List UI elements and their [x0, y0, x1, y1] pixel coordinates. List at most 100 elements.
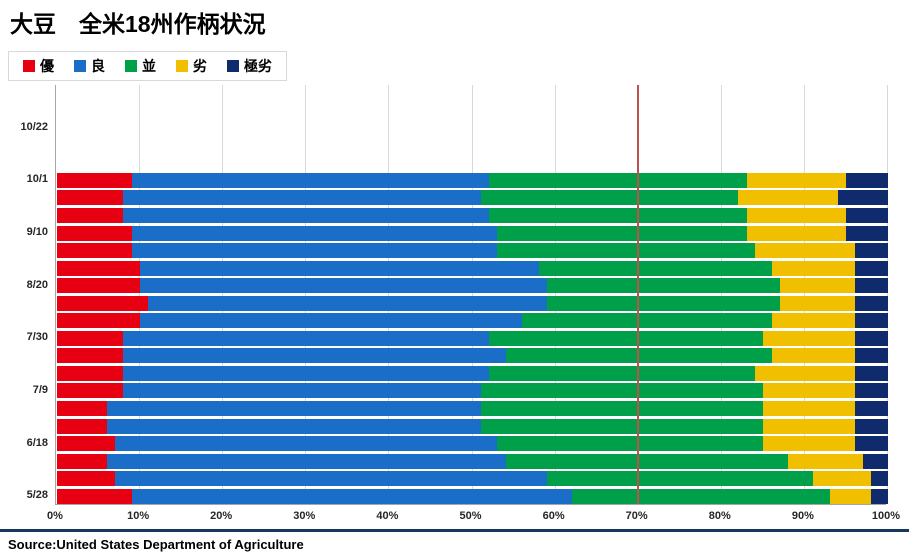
gridline-60	[554, 85, 556, 504]
legend-label-excellent: 優	[40, 58, 54, 74]
legend-swatch-poor	[176, 60, 188, 72]
bar-segment-fair	[480, 383, 764, 399]
y-tick-label: 6/18	[26, 436, 48, 449]
gridline-30	[305, 85, 307, 504]
legend-label-poor: 劣	[193, 58, 207, 74]
legend-item-poor: 劣	[176, 56, 207, 76]
bar-segment-poor	[763, 383, 855, 399]
bar-segment-fair	[547, 295, 780, 311]
bar-segment-excellent	[57, 208, 124, 223]
legend-item-fair: 並	[125, 56, 156, 76]
bar-row	[57, 278, 888, 294]
bar-segment-poor	[788, 453, 864, 469]
bar-segment-poor	[755, 365, 855, 381]
bar-row	[57, 208, 888, 223]
bar-segment-very-poor	[846, 172, 888, 188]
bar-segment-excellent	[57, 453, 107, 469]
y-tick-label: 9/10	[26, 226, 48, 239]
bar-segment-very-poor	[854, 260, 888, 276]
bar-segment-excellent	[57, 471, 116, 487]
x-tick-label: 10%	[127, 510, 150, 522]
bar-segment-good	[106, 401, 481, 416]
bar-segment-good	[123, 330, 490, 346]
bar-segment-poor	[771, 348, 855, 364]
bar-segment-poor	[779, 278, 855, 294]
bar-segment-good	[123, 365, 490, 381]
bar-row	[57, 225, 888, 241]
legend-item-good: 良	[74, 56, 105, 76]
legend-label-good: 良	[91, 58, 105, 74]
gridline-80	[720, 85, 722, 504]
legend: 優 良 並 劣 極劣	[8, 51, 287, 81]
bar-segment-very-poor	[854, 365, 888, 381]
source-note: Source:United States Department of Agric…	[8, 537, 304, 552]
bar-segment-excellent	[57, 330, 124, 346]
bar-row	[57, 313, 888, 329]
bar-segment-excellent	[57, 260, 141, 276]
bar-segment-fair	[489, 365, 756, 381]
legend-swatch-good	[74, 60, 86, 72]
bar-row	[57, 243, 888, 259]
bar-row	[57, 172, 888, 188]
bar-row	[57, 488, 888, 504]
legend-label-fair: 並	[142, 58, 156, 74]
x-tick-label: 40%	[376, 510, 399, 522]
bar-segment-very-poor	[854, 418, 888, 434]
bar-segment-excellent	[57, 401, 107, 416]
gridline-100	[887, 85, 888, 504]
bar-segment-excellent	[57, 418, 107, 434]
legend-item-excellent: 優	[23, 56, 54, 76]
bar-segment-fair	[538, 260, 772, 276]
gridline-90	[803, 85, 805, 504]
bar-segment-fair	[505, 348, 772, 364]
bar-segment-good	[123, 383, 481, 399]
bar-segment-poor	[738, 190, 839, 206]
legend-item-very-poor: 極劣	[227, 56, 272, 76]
bar-row	[57, 401, 888, 416]
bar-segment-good	[140, 278, 548, 294]
bar-segment-very-poor	[863, 453, 888, 469]
x-tick-label: 90%	[791, 510, 814, 522]
bar-segment-excellent	[57, 365, 124, 381]
bar-segment-fair	[480, 401, 764, 416]
bar-row	[57, 295, 888, 311]
bar-segment-very-poor	[854, 383, 888, 399]
bar-segment-very-poor	[846, 225, 888, 241]
bar-segment-very-poor	[854, 348, 888, 364]
bar-row	[57, 471, 888, 487]
bar-segment-good	[115, 471, 548, 487]
bar-segment-fair	[497, 225, 747, 241]
bar-segment-excellent	[57, 172, 132, 188]
bar-segment-good	[123, 208, 490, 223]
bar-segment-poor	[829, 488, 872, 504]
y-tick-label: 8/20	[26, 278, 48, 291]
x-tick-label: 50%	[459, 510, 482, 522]
bar-segment-good	[140, 313, 523, 329]
bar-segment-poor	[771, 313, 855, 329]
bar-segment-very-poor	[854, 401, 888, 416]
bar-segment-excellent	[57, 488, 132, 504]
bar-segment-very-poor	[854, 295, 888, 311]
bar-row	[57, 383, 888, 399]
gridline-10	[139, 85, 141, 504]
bar-segment-very-poor	[871, 488, 888, 504]
bar-segment-excellent	[57, 225, 132, 241]
x-tick-label: 60%	[542, 510, 565, 522]
bar-segment-good	[123, 190, 481, 206]
bar-segment-good	[131, 243, 498, 259]
bar-segment-poor	[771, 260, 855, 276]
bar-segment-excellent	[57, 436, 116, 452]
bar-segment-good	[123, 348, 506, 364]
x-tick-label: 0%	[47, 510, 63, 522]
bar-segment-very-poor	[854, 330, 888, 346]
footer-divider	[0, 529, 909, 532]
x-tick-label: 30%	[293, 510, 316, 522]
bar-segment-good	[131, 172, 490, 188]
bar-segment-poor	[746, 172, 847, 188]
chart-title: 大豆 全米18州作柄状況	[10, 11, 266, 37]
bar-segment-very-poor	[871, 471, 888, 487]
bar-segment-excellent	[57, 243, 132, 259]
bar-segment-good	[115, 436, 498, 452]
reference-line	[636, 85, 639, 504]
